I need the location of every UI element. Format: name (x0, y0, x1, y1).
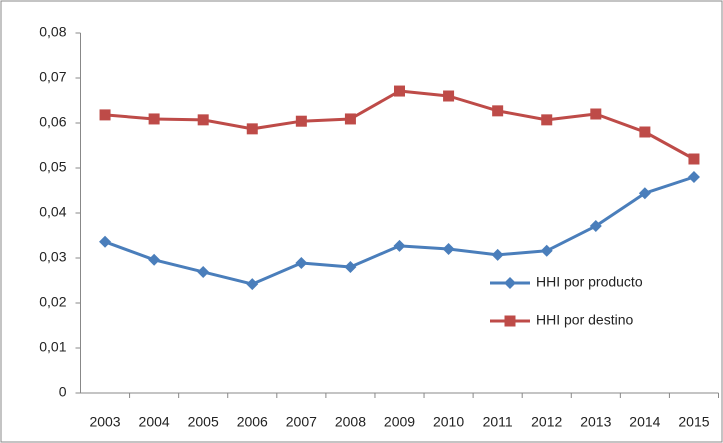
data-point (687, 171, 700, 183)
data-point (540, 244, 553, 257)
y-tick-label: 0,01 (39, 339, 66, 355)
x-tick-label: 2011 (483, 414, 513, 430)
data-point (295, 256, 308, 269)
data-point (99, 235, 112, 248)
y-tick-label: 0,07 (39, 69, 66, 85)
data-point (492, 105, 504, 117)
x-tick-label: 2015 (678, 414, 709, 430)
data-point (442, 243, 455, 255)
y-tick-label: 0,08 (39, 24, 66, 40)
y-tick-label: 0,02 (39, 294, 66, 310)
data-point (148, 253, 161, 266)
x-tick-label: 2006 (237, 414, 268, 430)
x-tick-label: 2013 (580, 414, 611, 430)
data-point (541, 114, 553, 126)
legend-marker (504, 315, 516, 327)
x-tick-label: 2007 (286, 414, 317, 430)
y-tick-label: 0,04 (39, 204, 66, 220)
data-point (295, 115, 307, 127)
data-point (246, 123, 258, 135)
data-point (590, 108, 602, 120)
legend-label: HHI por producto (536, 274, 643, 290)
data-point (491, 248, 504, 261)
data-point (443, 90, 455, 102)
x-tick-label: 2004 (139, 414, 170, 430)
data-point (639, 126, 651, 138)
data-point (394, 85, 405, 97)
y-tick-label: 0,03 (39, 249, 66, 265)
x-tick-label: 2003 (89, 414, 120, 430)
data-point (246, 278, 259, 291)
data-point (393, 239, 406, 252)
data-point (589, 220, 602, 233)
data-point (197, 114, 209, 126)
data-point (344, 261, 357, 273)
y-tick-label: 0,05 (39, 159, 66, 175)
legend-marker (504, 277, 516, 289)
data-point (99, 109, 111, 121)
data-point (344, 113, 356, 125)
y-tick-label: 0,06 (39, 114, 66, 130)
data-point (688, 153, 700, 165)
x-tick-label: 2014 (629, 414, 660, 430)
x-tick-label: 2005 (188, 414, 219, 430)
x-tick-label: 2012 (531, 414, 562, 430)
data-point (197, 265, 210, 278)
legend-label: HHI por destino (536, 312, 633, 328)
data-point (638, 187, 651, 200)
x-tick-label: 2009 (384, 414, 415, 430)
data-point (148, 113, 160, 125)
x-tick-label: 2010 (433, 414, 464, 430)
y-tick-label: 0 (59, 384, 67, 400)
x-tick-label: 2008 (335, 414, 366, 430)
